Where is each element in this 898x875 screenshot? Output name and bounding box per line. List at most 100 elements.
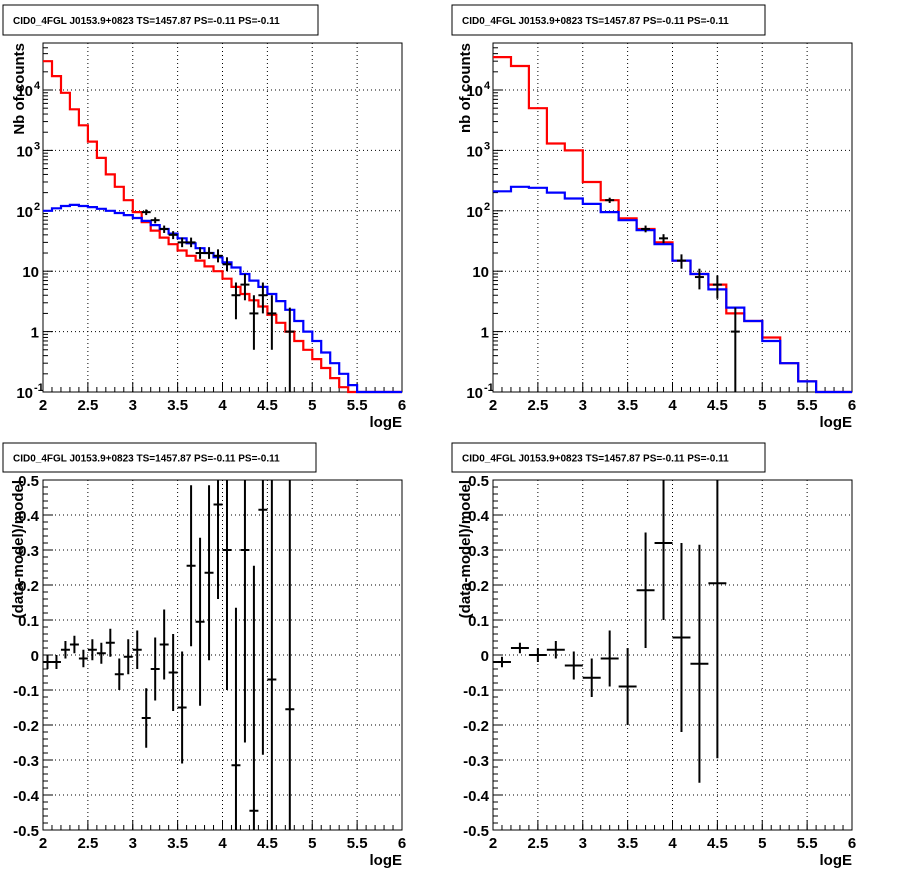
x-tick-label: 4 (668, 835, 677, 852)
x-tick-label: 6 (398, 397, 406, 414)
chart-panel-2: CID0_4FGL J0153.9+0823 TS=1457.87 PS=-0.… (451, 4, 856, 431)
chart-title: CID0_4FGL J0153.9+0823 TS=1457.87 PS=-0.… (462, 16, 729, 27)
x-tick-label: 5.5 (797, 397, 818, 414)
y-tick-label: 0.2 (468, 578, 489, 595)
histogram-series (43, 60, 402, 394)
y-tick-label: -0.5 (463, 823, 489, 840)
y-tick-label: 10 (466, 83, 483, 100)
plot-frame (42, 42, 403, 393)
x-tick-label: 3 (129, 835, 137, 852)
x-tick-label: 5.5 (347, 835, 368, 852)
y-tick-exponent: 4 (34, 80, 41, 92)
y-tick-label: 1 (31, 325, 39, 342)
y-tick-label: 10 (466, 143, 483, 160)
x-tick-label: 5 (758, 835, 766, 852)
y-tick-label: 0.3 (18, 543, 39, 560)
x-tick-label: 5.5 (347, 397, 368, 414)
x-tick-label: 2.5 (527, 397, 548, 414)
histogram-series (43, 203, 402, 394)
y-tick-label: 0.3 (468, 543, 489, 560)
plot-frame (42, 479, 403, 831)
y-tick-label: -0.1 (13, 683, 39, 700)
title-box (2, 442, 317, 473)
x-tick-label: 4.5 (257, 835, 278, 852)
y-tick-exponent: -1 (34, 382, 44, 394)
chart-panel-1: CID0_4FGL J0153.9+0823 TS=1457.87 PS=-0.… (2, 4, 406, 431)
x-tick-label: 5 (308, 397, 316, 414)
y-tick-label: -0.1 (463, 683, 489, 700)
y-tick-label: 0 (481, 648, 489, 665)
y-tick-exponent: 3 (484, 140, 490, 152)
x-tick-label: 2 (39, 835, 47, 852)
y-tick-label: 10 (16, 204, 33, 221)
x-tick-label: 4 (218, 835, 227, 852)
y-tick-label: -0.4 (13, 788, 40, 805)
chart-title: CID0_4FGL J0153.9+0823 TS=1457.87 PS=-0.… (13, 454, 280, 465)
y-tick-label: 10 (16, 143, 33, 160)
title-box (2, 4, 319, 36)
y-tick-label: 0.1 (18, 613, 39, 630)
x-tick-label: 3 (129, 397, 137, 414)
y-tick-label: -0.5 (13, 823, 39, 840)
x-tick-label: 3.5 (617, 397, 638, 414)
chart-title: CID0_4FGL J0153.9+0823 TS=1457.87 PS=-0.… (13, 16, 280, 27)
y-tick-label: 0.4 (468, 508, 490, 525)
x-tick-label: 6 (398, 835, 406, 852)
y-tick-label: 10 (472, 264, 489, 281)
y-tick-label: -0.2 (463, 718, 489, 735)
x-tick-label: 6 (848, 835, 856, 852)
y-axis-label: (data-model)/model (10, 480, 27, 618)
x-axis-label: logE (370, 852, 403, 869)
y-tick-label: -0.4 (463, 788, 490, 805)
x-tick-label: 4.5 (257, 397, 278, 414)
x-tick-label: 3.5 (617, 835, 638, 852)
y-tick-label: 0.1 (468, 613, 489, 630)
x-tick-label: 2 (489, 835, 497, 852)
y-tick-label: 1 (481, 325, 489, 342)
x-tick-label: 2.5 (527, 835, 548, 852)
y-tick-label: 10 (466, 385, 483, 402)
x-axis-label: logE (820, 414, 853, 431)
y-tick-exponent: 4 (484, 80, 491, 92)
y-axis-label: Nb of counts (11, 43, 28, 135)
histogram-series (493, 185, 852, 394)
x-tick-label: 6 (848, 397, 856, 414)
x-axis-label: logE (370, 414, 403, 431)
y-axis-label: nb of counts (457, 43, 474, 133)
x-tick-label: 2 (489, 397, 497, 414)
y-tick-label: 0 (31, 648, 39, 665)
y-tick-exponent: 2 (484, 201, 490, 213)
chart-panel-4: CID0_4FGL J0153.9+0823 TS=1457.87 PS=-0.… (451, 442, 856, 869)
x-tick-label: 3.5 (167, 397, 188, 414)
plot-frame (492, 479, 853, 831)
x-tick-label: 5.5 (797, 835, 818, 852)
x-tick-label: 2.5 (77, 835, 98, 852)
x-tick-label: 3 (579, 835, 587, 852)
y-tick-label: -0.3 (463, 753, 489, 770)
x-tick-label: 3 (579, 397, 587, 414)
x-tick-label: 4.5 (707, 835, 728, 852)
title-box (451, 4, 766, 36)
y-tick-label: -0.2 (13, 718, 39, 735)
x-tick-label: 5 (308, 835, 316, 852)
x-tick-label: 4.5 (707, 397, 728, 414)
y-tick-label: 10 (16, 83, 33, 100)
y-tick-label: 10 (466, 204, 483, 221)
title-box (451, 442, 766, 473)
y-tick-label: 10 (22, 264, 39, 281)
chart-panel-3: CID0_4FGL J0153.9+0823 TS=1457.87 PS=-0.… (2, 442, 406, 869)
x-axis-label: logE (820, 852, 853, 869)
y-tick-exponent: 2 (34, 201, 40, 213)
plot-frame (492, 42, 853, 393)
x-tick-label: 4 (668, 397, 677, 414)
y-tick-label: 0.2 (18, 578, 39, 595)
x-tick-label: 2 (39, 397, 47, 414)
y-tick-exponent: -1 (484, 382, 494, 394)
y-axis-label: (data-model)/model (457, 480, 474, 618)
chart-title: CID0_4FGL J0153.9+0823 TS=1457.87 PS=-0.… (462, 454, 729, 465)
x-tick-label: 2.5 (77, 397, 98, 414)
y-tick-label: 0.4 (18, 508, 40, 525)
x-tick-label: 4 (218, 397, 227, 414)
y-tick-exponent: 3 (34, 140, 40, 152)
